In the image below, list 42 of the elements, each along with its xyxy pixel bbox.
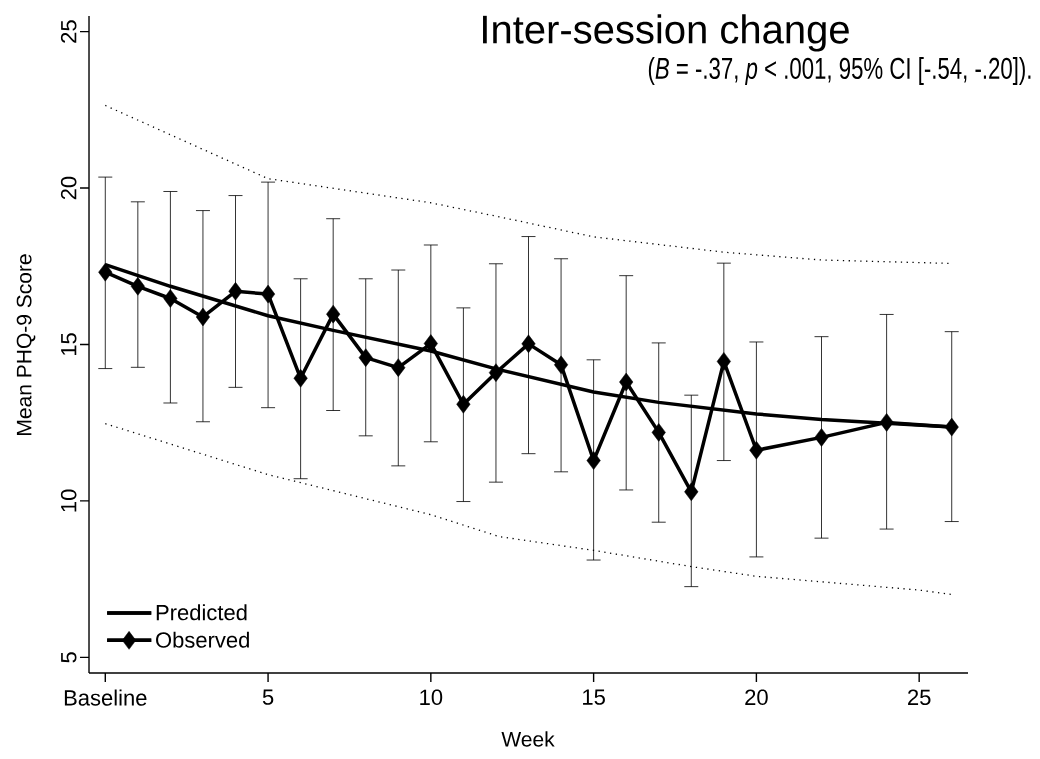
y-axis-title: Mean PHQ-9 Score	[16, 254, 36, 435]
y-tick-label: 5	[61, 652, 77, 663]
point	[684, 482, 699, 502]
y-tick-label: 25	[60, 20, 77, 43]
point	[716, 352, 731, 371]
point	[749, 440, 764, 460]
point	[879, 413, 894, 432]
point	[554, 355, 569, 375]
point	[521, 334, 536, 354]
point	[163, 289, 178, 308]
y-tick-label: 15	[61, 333, 77, 356]
point	[195, 307, 210, 327]
text: (B = -.37, p < .001, 95% CI [-.54, -.20]).	[648, 57, 1031, 85]
x-tick-label: 20	[745, 689, 768, 706]
point	[488, 363, 503, 382]
x-tick-label: Baseline	[64, 689, 147, 706]
point	[391, 358, 406, 377]
line-series	[104, 422, 953, 596]
x-tick-label: 10	[420, 689, 443, 706]
point	[423, 334, 438, 353]
point	[944, 417, 959, 437]
point	[326, 304, 341, 324]
point	[619, 372, 634, 392]
x-tick-label: 25	[908, 689, 931, 706]
point	[261, 284, 276, 304]
point	[293, 369, 308, 388]
y-tick-label: 10	[60, 489, 77, 512]
point	[814, 428, 829, 447]
legend-label: Observed	[156, 631, 249, 648]
point	[130, 277, 145, 296]
point	[228, 282, 243, 301]
point	[98, 262, 113, 282]
x-tick-label: 5	[262, 689, 274, 705]
x-axis-title: Week	[501, 731, 555, 747]
point	[358, 348, 373, 367]
y-tick-label: 20	[60, 176, 77, 200]
point	[586, 451, 601, 470]
chart-title: Inter-session change	[483, 14, 849, 52]
legend-label: Predicted	[156, 604, 247, 621]
point	[651, 423, 666, 442]
x-tick-label: 15	[583, 689, 605, 705]
point	[456, 394, 471, 414]
